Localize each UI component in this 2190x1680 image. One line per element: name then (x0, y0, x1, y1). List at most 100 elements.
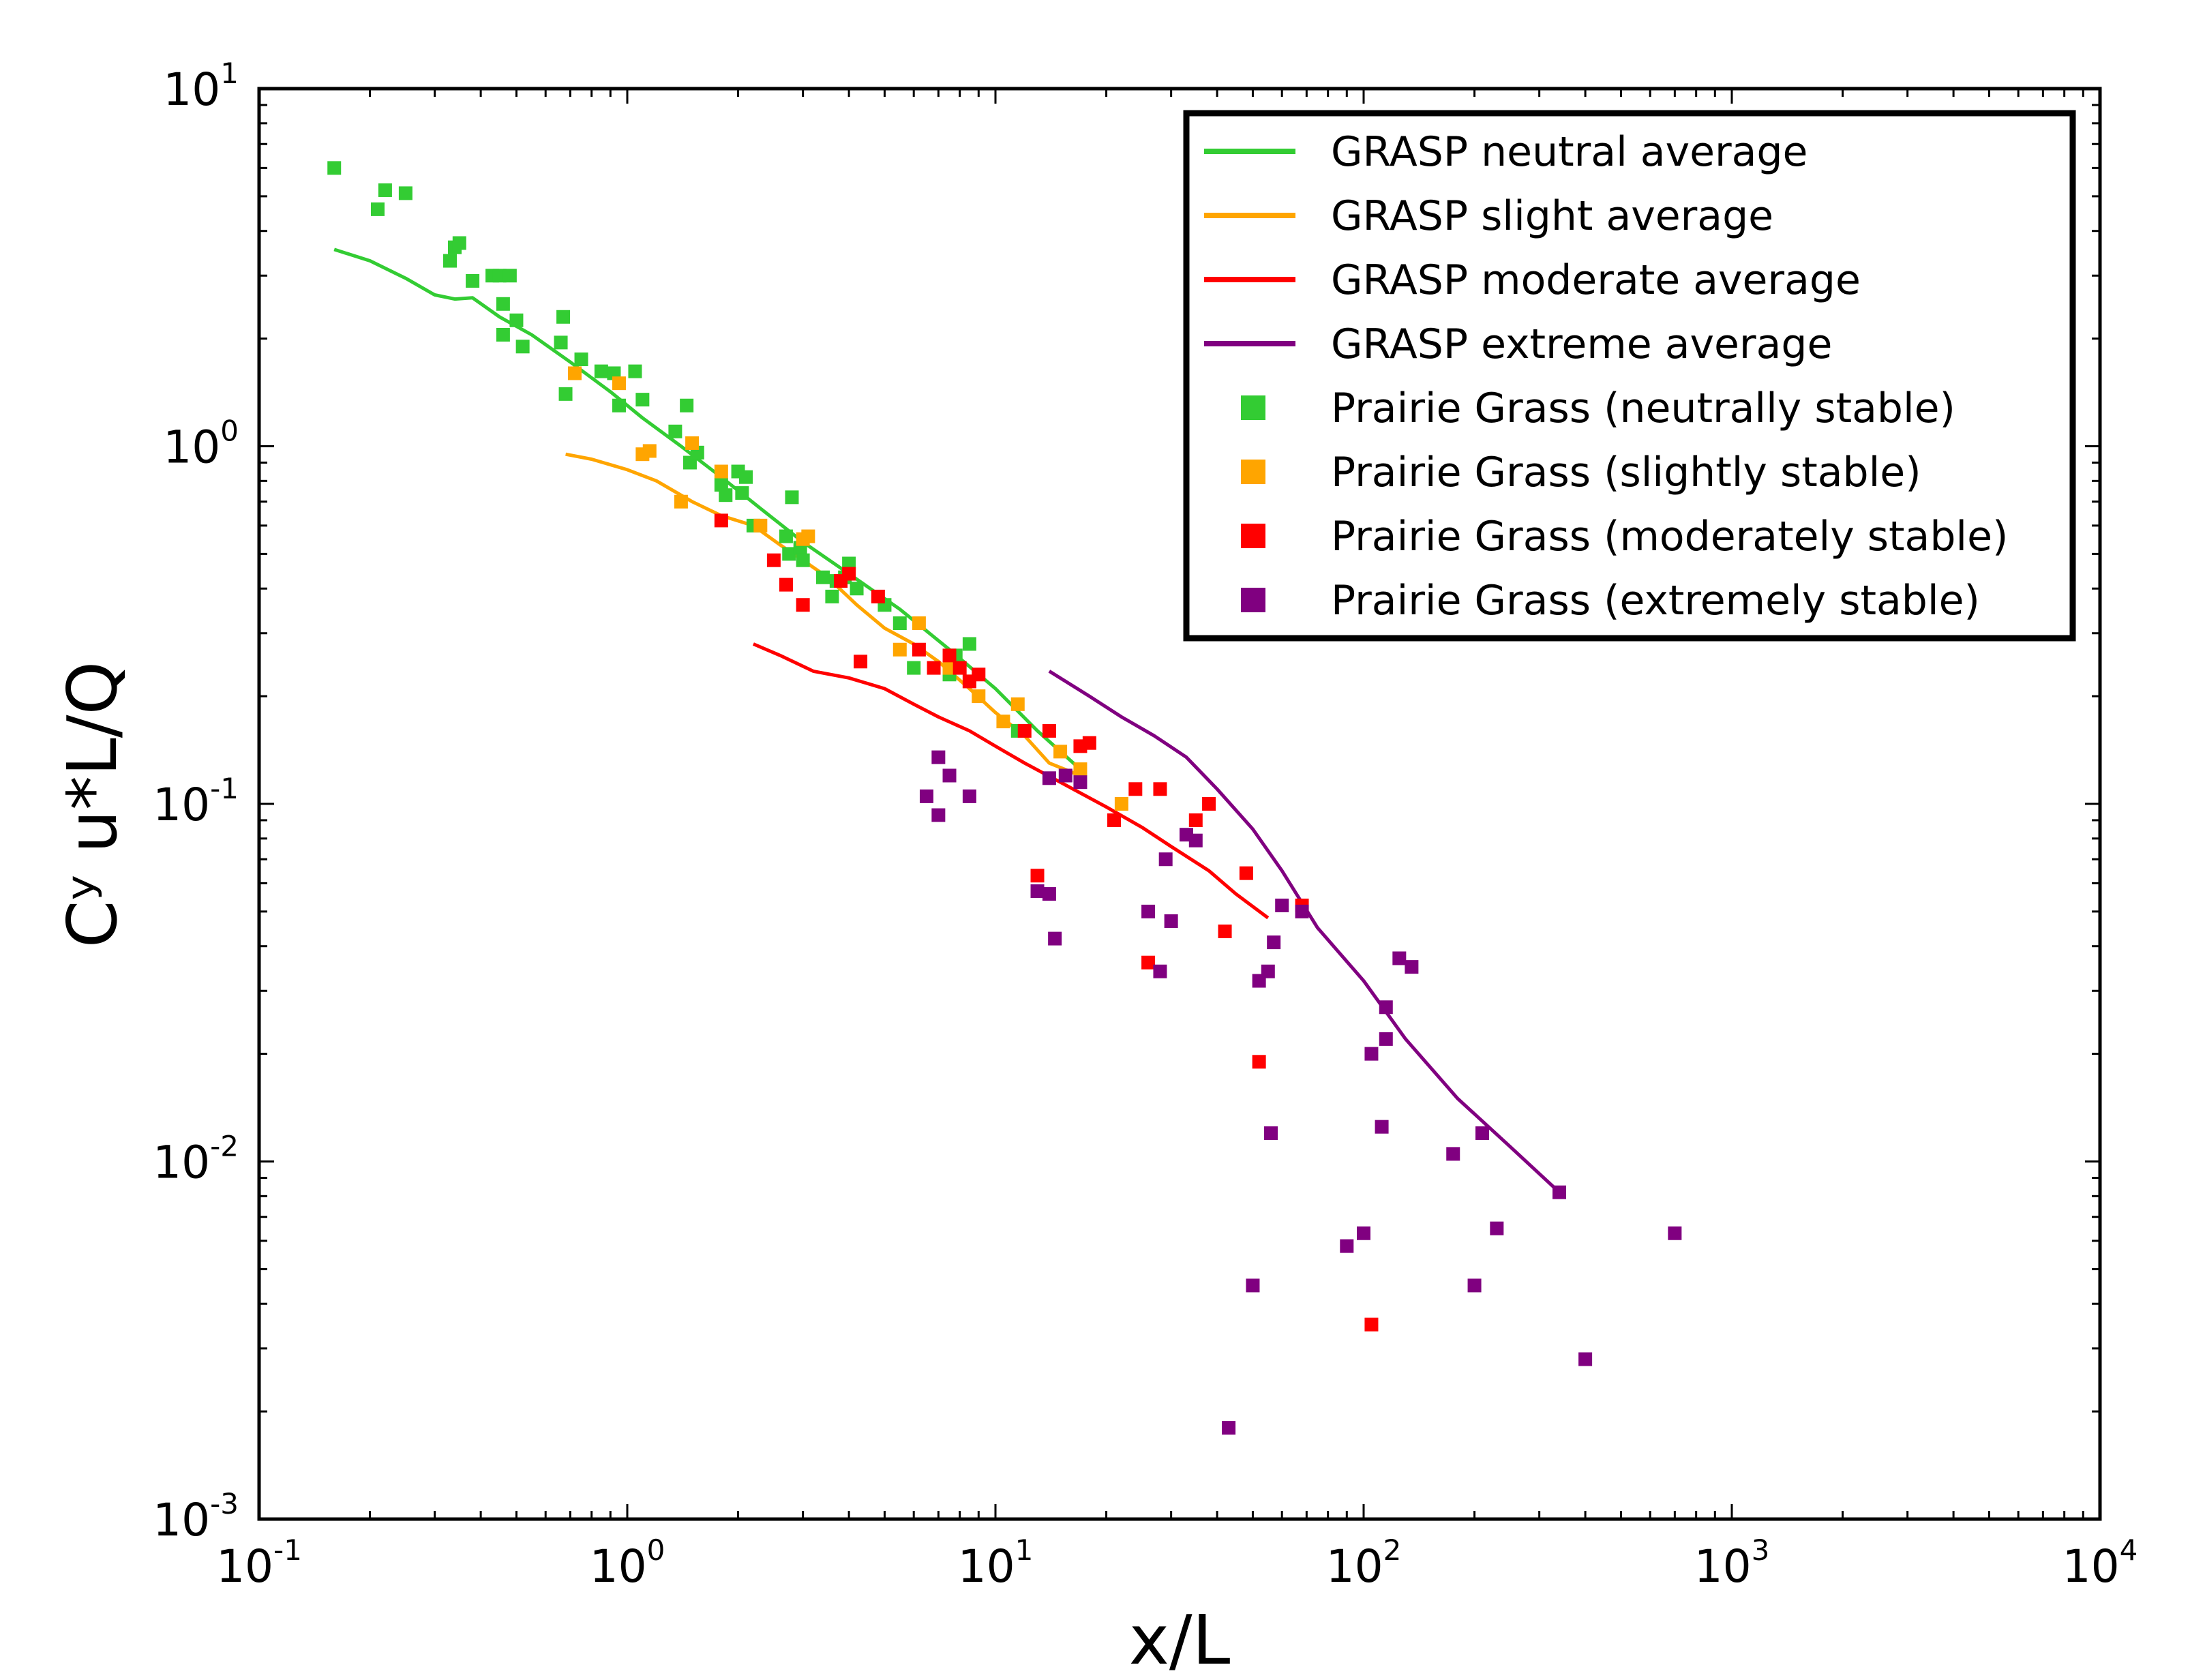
scatter-point-0 (738, 470, 753, 484)
scatter-point-3 (1153, 964, 1167, 978)
scatter-point-0 (496, 327, 510, 342)
scatter-point-3 (1267, 935, 1281, 950)
scatter-point-1 (714, 464, 728, 479)
scatter-point-3 (1188, 833, 1203, 847)
x-tick-label: 101 (958, 1533, 1034, 1593)
x-tick-label: 104 (2062, 1533, 2138, 1593)
scatter-point-1 (972, 689, 986, 704)
scatter-point-3 (1490, 1221, 1504, 1235)
scatter-point-1 (1114, 797, 1128, 811)
scatter-point-0 (594, 364, 608, 378)
scatter-point-3 (1668, 1226, 1682, 1240)
scatter-point-3 (1264, 1126, 1278, 1140)
scatter-point-3 (1158, 852, 1173, 867)
scatter-point-0 (785, 490, 799, 505)
scatter-point-2 (1364, 1317, 1379, 1332)
scatter-point-0 (556, 310, 571, 324)
scatter-point-3 (919, 789, 933, 803)
legend-label: Prairie Grass (extremely stable) (1331, 577, 1980, 625)
legend-marker-swatch (1241, 524, 1265, 548)
scatter-point-0 (815, 570, 830, 584)
scatter-point-2 (952, 661, 967, 675)
scatter-point-2 (1030, 869, 1045, 883)
scatter-point-3 (1073, 775, 1088, 790)
scatter-point-3 (1042, 887, 1056, 901)
scatter-point-3 (1375, 1120, 1389, 1134)
x-tick-label: 103 (1694, 1533, 1770, 1593)
scatter-point-3 (1392, 951, 1407, 965)
legend: GRASP neutral average GRASP slight averag… (1183, 110, 2076, 642)
scatter-point-1 (996, 715, 1010, 729)
scatter-point-0 (782, 547, 796, 561)
scatter-point-2 (1141, 955, 1156, 970)
legend-label: Prairie Grass (slightly stable) (1331, 449, 1921, 496)
y-tick-label: 10-3 (153, 1487, 239, 1546)
scatter-point-2 (972, 668, 986, 682)
legend-box (1183, 110, 2076, 642)
scatter-point-3 (1295, 904, 1309, 918)
scatter-point-2 (714, 513, 728, 528)
scatter-point-0 (628, 364, 642, 378)
x-axis-label: x/L (1129, 1600, 1231, 1680)
scatter-point-2 (766, 553, 781, 567)
scatter-point-3 (1164, 914, 1178, 928)
scatter-point-0 (370, 202, 385, 216)
scatter-point-3 (1379, 1000, 1393, 1015)
scatter-point-3 (1141, 904, 1156, 918)
scatter-point-0 (442, 254, 457, 268)
scatter-point-3 (1364, 1047, 1379, 1061)
scatter-point-1 (1073, 762, 1088, 777)
legend-marker-swatch (1241, 395, 1265, 420)
scatter-point-3 (1042, 771, 1056, 785)
scatter-point-1 (1010, 697, 1025, 711)
y-tick-label: 101 (163, 57, 239, 116)
legend-label: GRASP neutral average (1331, 128, 1807, 176)
scatter-point-2 (1042, 723, 1056, 738)
scatter-point-0 (515, 340, 530, 354)
scatter-point-3 (1467, 1278, 1482, 1293)
x-tick-labels: 10-1 100 101 102 103 104 (216, 1533, 2138, 1593)
scatter-point-0 (574, 352, 588, 367)
scatter-point-2 (854, 655, 868, 669)
scatter-point-3 (1405, 960, 1419, 974)
plot-frame (257, 87, 2102, 1521)
scatter-point-2 (1082, 736, 1096, 750)
scatter-point-0 (962, 637, 976, 651)
scatter-point-3 (1261, 964, 1275, 978)
scatter-point-0 (554, 335, 568, 350)
scatter-point-0 (714, 478, 728, 492)
scatter-point-0 (327, 161, 342, 175)
scatter-point-0 (502, 269, 517, 283)
scatter-point-1 (642, 444, 657, 458)
scatter-point-3 (1446, 1147, 1460, 1161)
scatter-point-0 (509, 313, 524, 327)
scatter-point-1 (1053, 745, 1068, 759)
scatter-point-1 (674, 494, 688, 509)
scatter-point-0 (719, 488, 733, 502)
scatter-point-0 (825, 589, 839, 603)
scatter-point-2 (1218, 925, 1232, 939)
legend-label: Prairie Grass (moderately stable) (1331, 513, 2008, 560)
scatter-point-2 (871, 589, 885, 603)
scatter-point-1 (892, 642, 907, 657)
scatter-point-0 (850, 582, 864, 596)
scatter-point-2 (1153, 782, 1167, 796)
scatter-point-3 (1246, 1278, 1260, 1293)
scatter-point-1 (567, 366, 582, 380)
series-line-0 (333, 247, 1082, 771)
scatter-point-2 (1188, 813, 1203, 827)
x-tick-label: 100 (590, 1533, 665, 1593)
y-axis-label: Cʸ u*L/Q (52, 661, 132, 948)
scatter-point-0 (398, 186, 412, 200)
scatter-point-3 (1222, 1421, 1236, 1435)
scatter-point-1 (685, 436, 700, 450)
scatter-point-0 (842, 556, 856, 571)
scatter-point-0 (378, 183, 392, 197)
y-tick-label: 10-1 (153, 772, 239, 831)
legend-label: GRASP slight average (1331, 192, 1773, 240)
series-line-3 (1048, 670, 1561, 1194)
scatter-point-3 (1340, 1239, 1354, 1253)
series-points (327, 161, 1682, 1435)
scatter-point-3 (1058, 768, 1072, 783)
scatter-point-0 (796, 553, 810, 567)
